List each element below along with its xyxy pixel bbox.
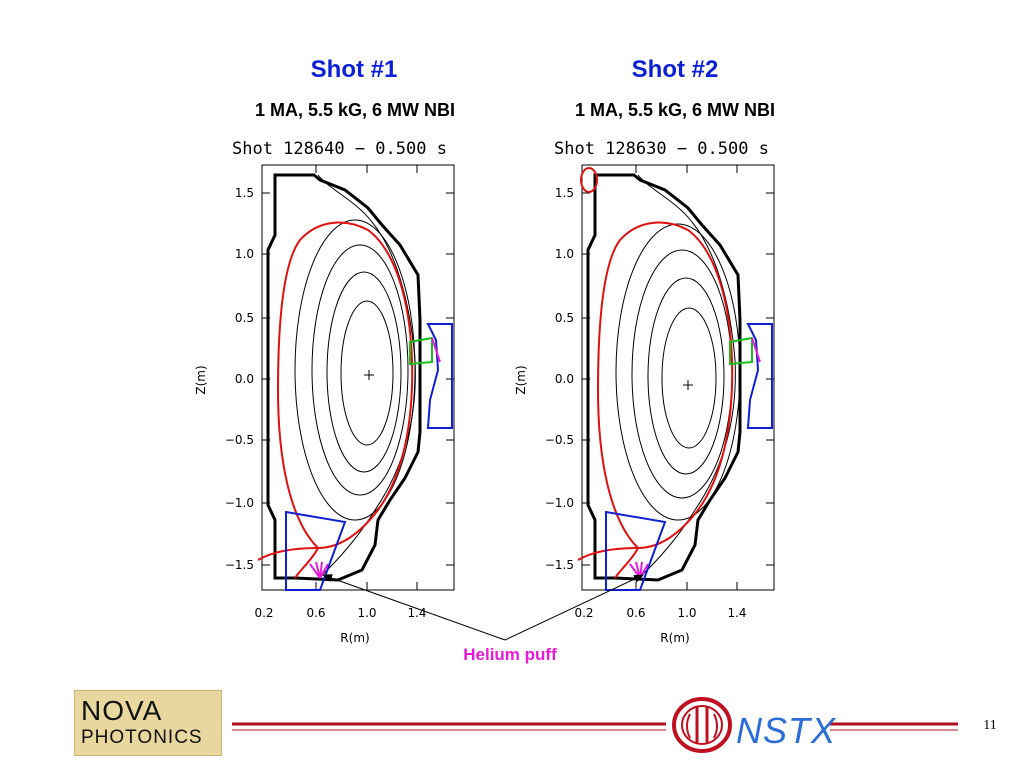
shot2-subheading: 1 MA, 5.5 kG, 6 MW NBI (574, 100, 776, 120)
y-axis (582, 192, 774, 566)
y-axis-title: Z(m) (194, 365, 208, 394)
y-tick-label: 0.5 (235, 311, 254, 325)
logo-word-photonics: PHOTONICS (81, 727, 203, 748)
y-tick-label: 1.0 (555, 247, 574, 261)
equilibrium-plot-shot2: Shot 128630 − 0.500 s 1.5 1.0 0.5 0.0 −0… (514, 139, 775, 645)
y-tick-label: −1.5 (545, 558, 574, 572)
helium-puff-marker (309, 561, 329, 579)
equilibrium-plot-shot1: Shot 128640 − 0.500 s 1.5 1.0 0.5 0.0 −0… (194, 139, 455, 645)
flux-contours (615, 174, 741, 576)
y-tick-label: 0.5 (555, 311, 574, 325)
plot-title: Shot 128630 − 0.500 s (554, 139, 769, 159)
y-tick-label: −0.5 (225, 433, 254, 447)
x-tick-label: 1.4 (407, 606, 426, 620)
separatrix (276, 221, 414, 550)
magnetic-axis-marker (683, 380, 693, 390)
outboard-view-box (746, 323, 773, 429)
x-axis-title: R(m) (660, 631, 689, 645)
divertor-view-box (605, 510, 667, 591)
x-tick-label: 0.2 (254, 606, 273, 620)
shot2-heading: Shot #2 (631, 56, 719, 83)
separatrix-leg (577, 546, 640, 579)
y-axis-title: Z(m) (514, 365, 528, 394)
shot1-subheading: 1 MA, 5.5 kG, 6 MW NBI (254, 100, 456, 120)
x-tick-label: 0.6 (306, 606, 325, 620)
y-tick-label: 1.5 (235, 186, 254, 200)
nstx-logo (672, 697, 732, 753)
separatrix-leg (257, 546, 320, 579)
y-tick-label: −1.0 (225, 496, 254, 510)
x-tick-label: 1.4 (727, 606, 746, 620)
plot-title: Shot 128640 − 0.500 s (232, 139, 447, 159)
logo-word-nova: NOVA (81, 695, 163, 726)
page-number: 11 (983, 718, 997, 733)
y-tick-label: −1.5 (225, 558, 254, 572)
y-tick-label: 1.0 (235, 247, 254, 261)
x-axis (635, 165, 738, 590)
x-tick-label: 0.6 (626, 606, 645, 620)
y-tick-label: 0.0 (555, 372, 574, 386)
footer-rule (232, 722, 958, 731)
callout-arrows (322, 574, 644, 641)
flux-contours (294, 174, 416, 576)
x-tick-label: 1.0 (357, 606, 376, 620)
y-tick-label: −1.0 (545, 496, 574, 510)
x-tick-label: 0.2 (574, 606, 593, 620)
outboard-puff (751, 337, 761, 363)
magnetic-axis-marker (364, 370, 374, 380)
separatrix (596, 221, 734, 550)
vessel-wall (266, 173, 422, 582)
view-chord (409, 336, 433, 366)
y-axis (262, 192, 454, 566)
y-tick-label: 1.5 (555, 186, 574, 200)
x-tick-label: 1.0 (677, 606, 696, 620)
helium-puff-label: Helium puff (463, 645, 557, 664)
y-tick-label: 0.0 (235, 372, 254, 386)
outboard-puff (431, 337, 441, 363)
x-axis (315, 165, 418, 590)
plot-frame (581, 164, 775, 591)
x-axis-title: R(m) (340, 631, 369, 645)
divertor-view-box (285, 510, 347, 591)
plot-frame (261, 164, 455, 591)
shot1-heading: Shot #1 (310, 56, 398, 83)
upper-x-point-marker (580, 167, 598, 193)
nstx-wordmark: NSTX (736, 710, 837, 751)
y-tick-label: −0.5 (545, 433, 574, 447)
outboard-view-box (426, 323, 453, 429)
view-chord (729, 336, 753, 366)
nova-photonics-logo: NOVA PHOTONICS (74, 690, 222, 756)
vessel-wall (586, 173, 742, 582)
